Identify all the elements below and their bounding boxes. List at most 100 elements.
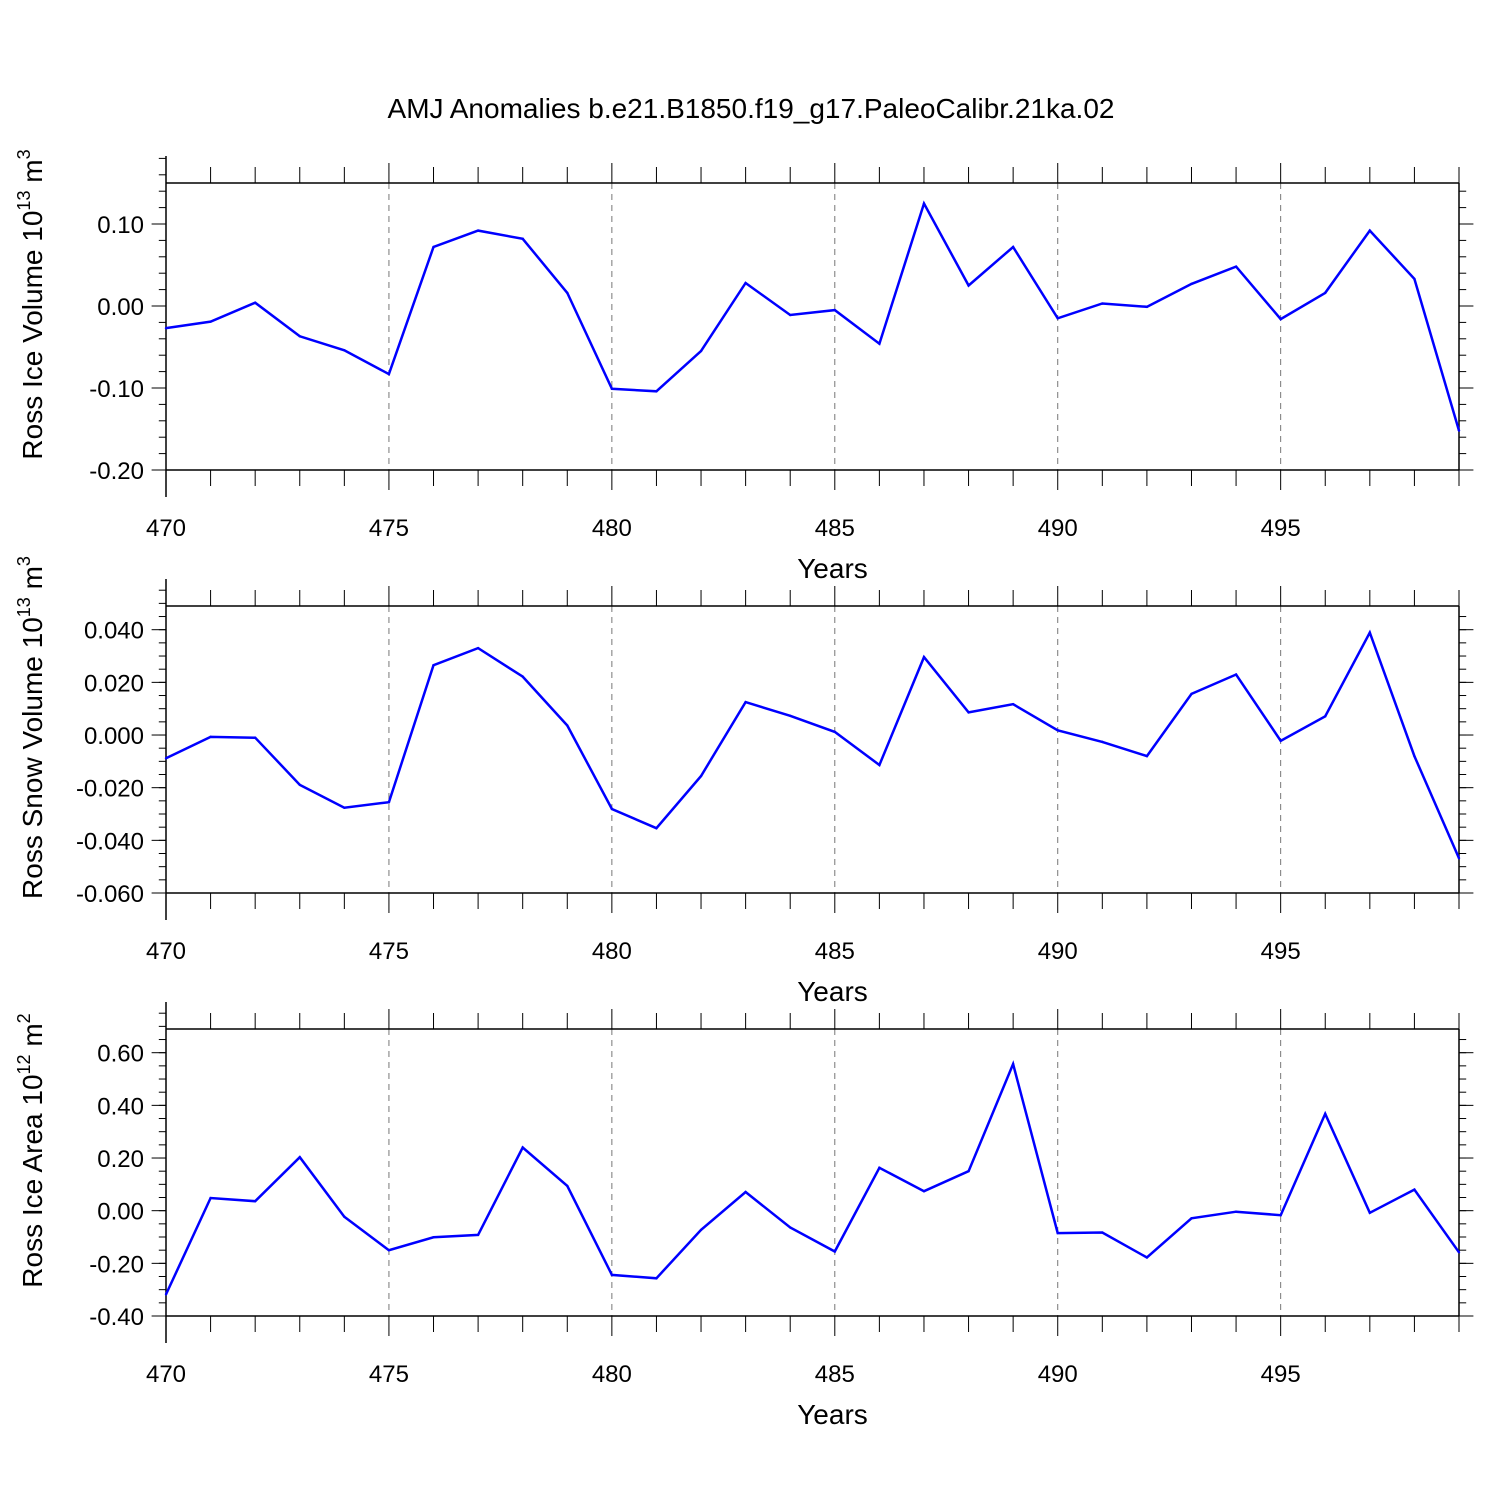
y-tick-label: 0.00: [97, 1199, 144, 1226]
x-tick-label: 475: [369, 1361, 409, 1388]
data-point: [1190, 1217, 1193, 1220]
data-point: [521, 237, 524, 240]
data-point: [922, 655, 926, 659]
data-point: [1279, 739, 1282, 743]
data-point: [1190, 692, 1193, 696]
x-axis-title: Years: [797, 976, 868, 1007]
y-tick-label: -0.20: [89, 1251, 144, 1278]
x-tick-label: 470: [146, 515, 186, 542]
data-point: [1145, 1256, 1149, 1259]
x-tick-label: 480: [592, 938, 632, 965]
data-point: [922, 1189, 926, 1193]
data-point: [922, 202, 926, 205]
x-tick-label: 470: [146, 1361, 186, 1388]
x-tick-label: 475: [369, 938, 409, 965]
data-point: [343, 1215, 346, 1218]
series-line: [164, 1060, 1461, 1295]
data-point: [164, 326, 168, 330]
x-tick-label: 495: [1261, 1361, 1301, 1388]
data-point: [655, 827, 658, 830]
y-tick-label: 0.00: [97, 294, 144, 321]
data-point: [476, 646, 480, 650]
data-point: [610, 807, 614, 811]
y-tick-label: -0.20: [89, 458, 144, 485]
y-tick-label: 0.020: [84, 670, 144, 697]
data-point: [1190, 282, 1193, 286]
data-point: [1368, 229, 1372, 232]
data-point: [878, 342, 881, 345]
data-point: [253, 301, 257, 304]
data-point: [566, 724, 569, 727]
data-point: [655, 1277, 658, 1280]
data-point: [298, 335, 301, 338]
y-tick-label: 0.10: [97, 212, 144, 239]
data-point: [744, 1190, 747, 1194]
data-point: [209, 735, 212, 739]
data-point: [209, 320, 212, 323]
data-point: [1234, 265, 1238, 268]
data-point: [1056, 729, 1059, 732]
y-tick-label: 0.040: [84, 618, 144, 645]
data-point: [1457, 1251, 1461, 1254]
data-point: [878, 763, 881, 767]
data-point: [566, 1184, 569, 1188]
data-point: [1234, 1210, 1238, 1213]
y-tick-label: 0.000: [84, 723, 144, 750]
data-point: [566, 291, 569, 295]
data-point: [387, 800, 391, 804]
data-point: [253, 736, 257, 739]
data-point: [655, 390, 658, 393]
data-point: [1413, 277, 1416, 281]
data-point: [1368, 1211, 1372, 1214]
data-point: [1279, 1213, 1282, 1217]
y-tick-label: -0.10: [89, 376, 144, 403]
data-point: [1413, 754, 1416, 758]
data-point: [298, 783, 301, 786]
data-point: [209, 1196, 212, 1200]
y-tick-label: -0.040: [76, 828, 144, 855]
data-point: [1234, 673, 1238, 676]
data-point: [432, 664, 435, 667]
data-point: [1145, 754, 1149, 758]
data-point: [521, 1146, 524, 1149]
data-point: [1056, 1231, 1059, 1235]
panel-1: 470 475 480 485 490 495 -0.20 -0.10 0.00 0.10 Year…: [14, 149, 1474, 584]
data-point: [253, 1200, 257, 1203]
data-point: [699, 774, 703, 778]
data-point: [967, 711, 970, 714]
y-axis-title: Ross Snow Volume 1013 m3: [14, 556, 48, 899]
panel-3: 470 475 480 485 490 495 -0.40 -0.20 0.00 0.20 0.40…: [14, 1002, 1474, 1430]
data-point: [1368, 631, 1372, 634]
data-point: [1101, 1231, 1104, 1234]
y-axis-title: Ross Ice Volume 1013 m3: [14, 149, 48, 459]
data-point: [432, 1236, 435, 1239]
data-point: [1324, 291, 1327, 295]
x-tick-label: 475: [369, 515, 409, 542]
data-point: [744, 281, 747, 285]
y-tick-label: -0.40: [89, 1304, 144, 1331]
data-point: [1056, 317, 1059, 320]
data-point: [476, 229, 480, 232]
x-tick-label: 495: [1261, 938, 1301, 965]
data-point: [387, 1248, 391, 1252]
data-point: [298, 1156, 301, 1159]
x-tick-label: 470: [146, 938, 186, 965]
y-tick-label: 0.40: [97, 1093, 144, 1120]
data-point: [1279, 317, 1282, 321]
panel-2: 470 475 480 485 490 495 -0.060 -0.040 -0.020 0.00…: [14, 556, 1474, 1007]
data-point: [744, 700, 747, 704]
data-point: [343, 806, 346, 809]
x-axis-title: Years: [797, 1399, 868, 1430]
series-line: [165, 629, 1461, 859]
data-point: [699, 1228, 703, 1232]
data-point: [833, 308, 836, 312]
data-point: [1011, 1062, 1015, 1066]
data-point: [1413, 1188, 1416, 1191]
x-axis-title: Years: [797, 553, 868, 584]
data-point: [432, 245, 435, 249]
chart-title: AMJ Anomalies b.e21.B1850.f19_g17.PaleoC…: [388, 93, 1115, 124]
data-point: [833, 1250, 836, 1253]
x-tick-label: 480: [592, 515, 632, 542]
y-tick-label: -0.020: [76, 776, 144, 803]
